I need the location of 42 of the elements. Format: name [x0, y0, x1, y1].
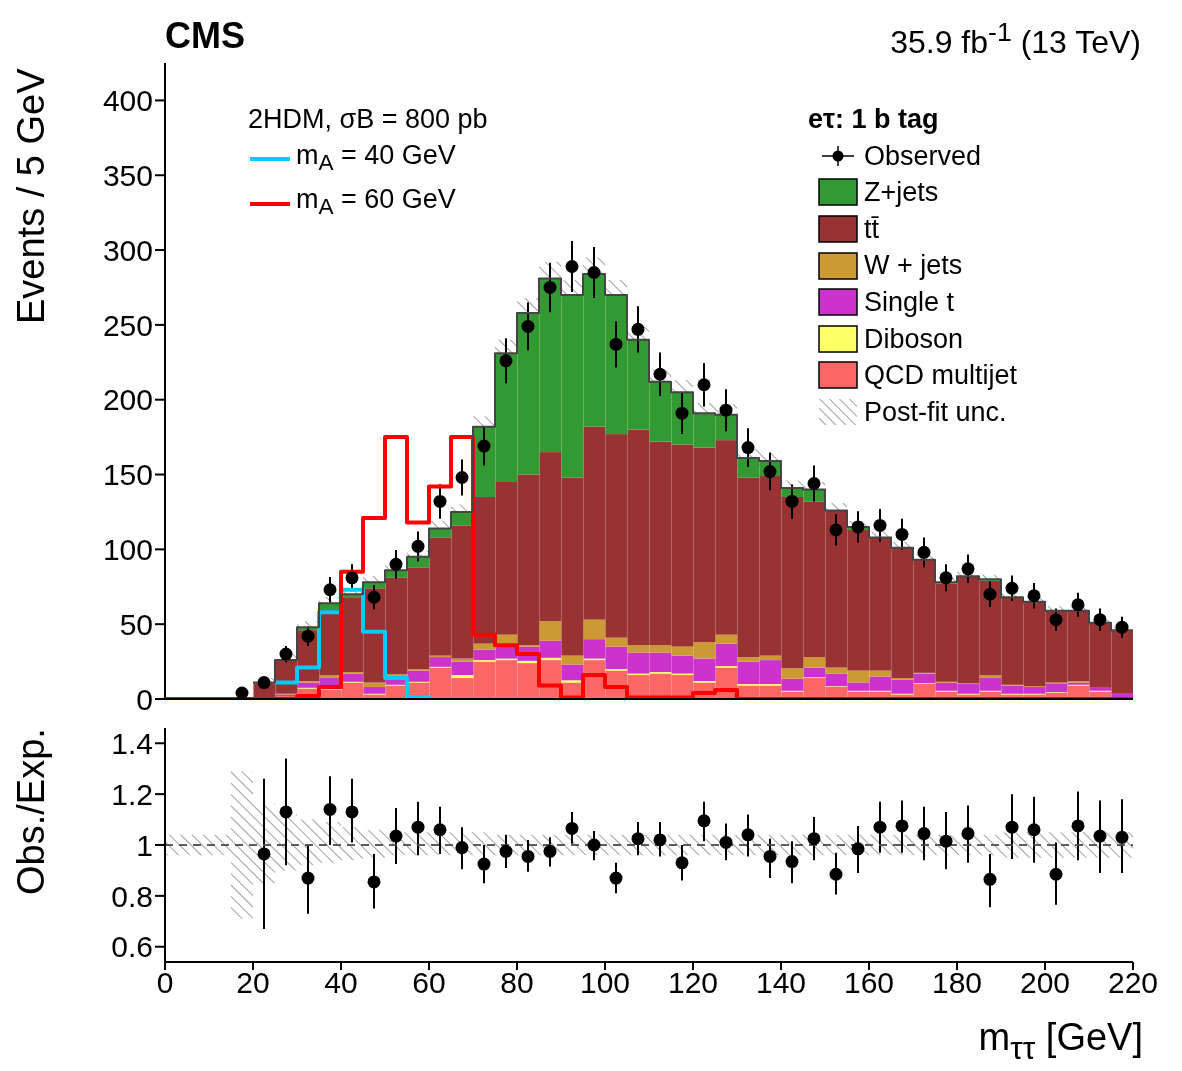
y-tick-label: 1 — [136, 828, 153, 862]
x-tick-label: 100 — [579, 966, 631, 1000]
legend-label: m$_{A}$ = 40 GeV — [296, 139, 456, 178]
y-tick-label: 1.4 — [111, 726, 153, 760]
annotation: 2HDM, σB = 800 pb — [248, 104, 488, 134]
y-tick-label: 0.8 — [111, 879, 153, 913]
legend-label: Z+jets — [864, 176, 939, 210]
y-tick-label: 0 — [136, 682, 153, 716]
x-tick-label: 80 — [500, 966, 534, 1000]
x-tick-label: 220 — [1107, 966, 1159, 1000]
y-axis-title: Obs./Exp. — [10, 728, 52, 895]
y-tick-label: 350 — [102, 158, 153, 192]
legend-label: Single t — [864, 285, 955, 319]
legend-title: eτ: 1 b tag — [808, 104, 939, 134]
chart-subtitle: 35.9 fb$^{-1}$ (13 TeV) — [890, 17, 1141, 60]
legend-label: Observed — [864, 139, 982, 173]
x-tick-label: 40 — [324, 966, 358, 1000]
x-tick-label: 20 — [236, 966, 270, 1000]
text: Post-fit unc. — [864, 395, 1007, 429]
y-tick-label: 0.6 — [111, 930, 153, 964]
x-tick-label: 160 — [843, 966, 895, 1000]
y-tick-label: 50 — [119, 607, 153, 641]
y-tick-label: 200 — [102, 383, 153, 417]
x-axis-title: m$_{ττ}$ [GeV] — [978, 1016, 1143, 1066]
x-tick-label: 120 — [667, 966, 719, 1000]
y-tick-label: 300 — [102, 233, 153, 267]
x-tick-label: 140 — [755, 966, 807, 1000]
legend-label: W + jets — [864, 249, 963, 283]
legend-label: Diboson — [864, 322, 964, 356]
y-axis-title: Events / 5 GeV — [10, 68, 52, 324]
x-tick-label: 60 — [412, 966, 446, 1000]
chart-title: CMS — [165, 15, 245, 57]
y-tick-label: 150 — [102, 458, 153, 492]
y-tick-label: 1.2 — [111, 777, 153, 811]
x-tick-label: 200 — [1019, 966, 1071, 1000]
legend-label: m$_{A}$ = 60 GeV — [296, 183, 456, 222]
y-tick-label: 250 — [102, 308, 153, 342]
y-tick-label: 400 — [102, 84, 153, 118]
x-tick-label: 180 — [931, 966, 983, 1000]
legend-label: tt̄ — [864, 212, 880, 246]
legend-label: QCD multijet — [864, 359, 1018, 393]
y-tick-label: 100 — [102, 533, 153, 566]
